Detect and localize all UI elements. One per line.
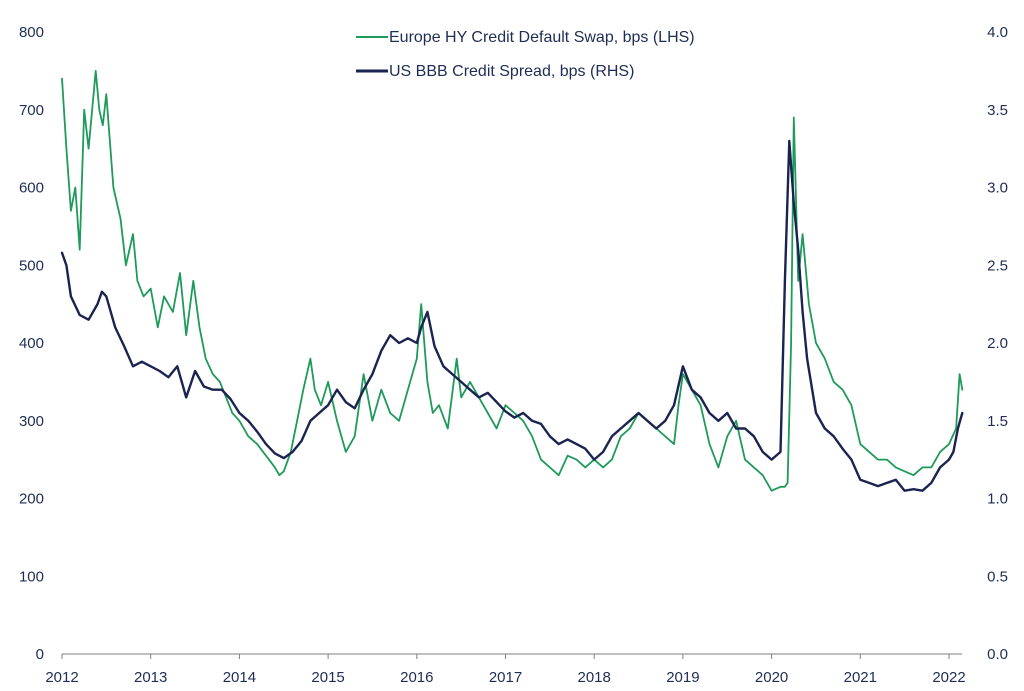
right-axis-tick-label: 4.0 [987, 24, 1008, 41]
legend-label-europe-hy-cds: Europe HY Credit Default Swap, bps (LHS) [389, 29, 695, 46]
left-axis-tick-label: 700 [19, 102, 44, 119]
left-axis-tick-label: 800 [19, 24, 44, 41]
x-axis-tick-label: 2021 [844, 669, 877, 686]
left-axis-tick-label: 100 [19, 568, 44, 585]
right-axis-tick-label: 1.0 [987, 491, 1008, 508]
right-axis-tick-label: 3.0 [987, 180, 1008, 197]
x-axis-ticks: 2012 2013 2014 2015 2016 2017 2018 2019 2020 2021… [45, 654, 966, 686]
x-axis-tick-label: 2017 [489, 669, 522, 686]
left-axis-tick-label: 0 [36, 646, 44, 663]
right-axis-tick-label: 2.0 [987, 335, 1008, 352]
x-axis-tick-label: 2014 [223, 669, 256, 686]
x-axis-tick-label: 2013 [134, 669, 167, 686]
legend: Europe HY Credit Default Swap, bps (LHS)… [356, 29, 695, 80]
left-axis-tick-label: 400 [19, 335, 44, 352]
x-axis-tick-label: 2016 [400, 669, 433, 686]
x-axis-tick-label: 2019 [666, 669, 699, 686]
x-axis-tick-label: 2018 [578, 669, 611, 686]
series-layer [60, 70, 964, 492]
right-axis-tick-label: 1.5 [987, 413, 1008, 430]
left-axis-tick-label: 300 [19, 413, 44, 430]
left-axis-tick-label: 500 [19, 257, 44, 274]
right-axis-tick-label: 0.5 [987, 568, 1008, 585]
right-axis-ticks: 0.0 0.5 1.0 1.5 2.0 2.5 3.0 3.5 4.0 [987, 24, 1008, 663]
x-axis-tick-label: 2012 [45, 669, 78, 686]
series-line-europe-hy-cds [61, 70, 964, 492]
right-axis-tick-label: 0.0 [987, 646, 1008, 663]
x-axis-tick-label: 2015 [311, 669, 344, 686]
x-axis-tick-label: 2020 [755, 669, 788, 686]
right-axis-tick-label: 2.5 [987, 257, 1008, 274]
left-axis-tick-label: 600 [19, 180, 44, 197]
legend-label-us-bbb-spread: US BBB Credit Spread, bps (RHS) [389, 63, 634, 80]
x-axis-tick-label: 2022 [932, 669, 965, 686]
left-axis-ticks: 0 100 200 300 400 500 600 700 800 [19, 24, 44, 663]
right-axis-tick-label: 3.5 [987, 102, 1008, 119]
series-line-us-bbb-spread [60, 139, 964, 492]
left-axis-tick-label: 200 [19, 491, 44, 508]
